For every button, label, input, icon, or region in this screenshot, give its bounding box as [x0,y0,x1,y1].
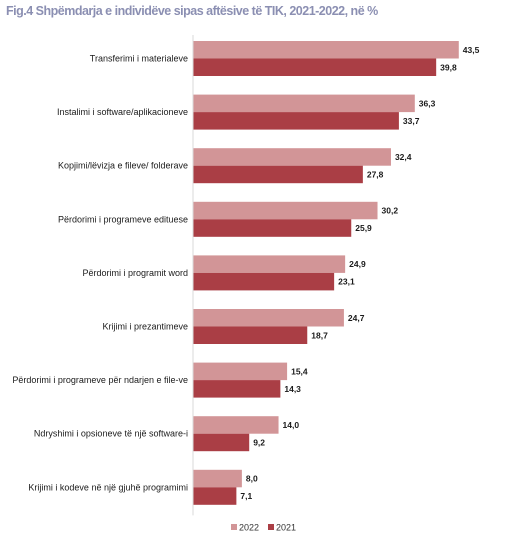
bar-2021 [193,58,437,76]
category-label: Ndryshimi i opsioneve të një software-i [34,429,188,439]
bar-2021 [193,165,363,184]
value-label: 25,9 [355,223,372,233]
value-labels: 43,5 39,8 36,3 33,7 32,4 27,8 30,2 25,9 24,9 23,1… [240,45,479,501]
bar-2022 [193,362,288,381]
value-label: 30,2 [382,206,399,216]
bar-2022 [193,416,279,434]
category-label: Përdorimi i programeve edituese [58,214,188,224]
bar-2022 [193,255,346,273]
category-label: Instalimi i software/aplikacioneve [57,107,188,117]
value-label: 24,9 [349,259,366,269]
legend-swatch-2021 [268,524,274,530]
category-labels: Transferimi i materialeve Instalimi i sof… [12,54,188,493]
value-label: 18,7 [311,330,328,340]
legend-label-2021: 2021 [276,523,296,533]
value-label: 9,2 [253,437,265,447]
bar-2022 [193,201,378,220]
category-label: Përdorimi i programit word [82,268,188,278]
value-label: 14,3 [284,384,301,394]
legend-swatch-2022 [231,524,237,530]
bars [193,41,459,505]
bar-2021 [193,219,352,237]
value-label: 23,1 [338,277,355,287]
bar-2022 [193,94,415,113]
bar-2021 [193,487,237,505]
value-label: 27,8 [367,169,384,179]
category-label: Kopjimi/lëvizja e fileve/ folderave [58,161,188,171]
category-label: Krijimi i kodeve në një gjuhë programimi [28,482,188,492]
category-label: Transferimi i materialeve [90,54,188,64]
category-label: Krijimi i prezantimeve [102,322,188,332]
bar-2021 [193,112,399,130]
bar-2021 [193,272,335,291]
legend: 2022 2021 [231,523,296,533]
value-label: 8,0 [246,474,258,484]
value-label: 14,0 [283,420,300,430]
value-label: 24,7 [348,313,365,323]
bar-2022 [193,41,459,59]
value-label: 39,8 [440,62,457,72]
bar-2022 [193,148,391,166]
bar-2021 [193,326,308,344]
bar-2022 [193,309,344,327]
bar-2022 [193,469,242,488]
value-label: 33,7 [403,116,420,126]
value-label: 36,3 [419,98,436,108]
category-label: Përdorimi i programeve për ndarjen e fil… [12,375,188,385]
value-label: 43,5 [463,45,480,55]
bar-2021 [193,433,250,452]
value-label: 7,1 [240,491,252,501]
value-label: 32,4 [395,152,412,162]
value-label: 15,4 [291,366,308,376]
bar-2021 [193,380,281,398]
legend-label-2022: 2022 [239,523,259,533]
chart-title: Fig.4 Shpëmdarja e individëve sipas aftë… [6,4,378,18]
